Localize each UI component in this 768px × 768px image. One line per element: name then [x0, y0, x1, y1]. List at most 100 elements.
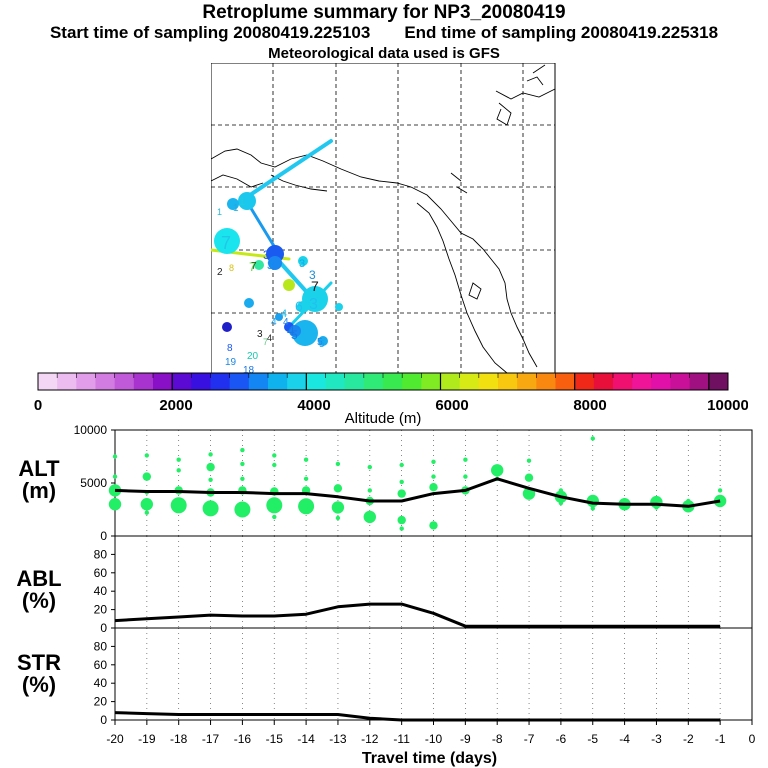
- str-line: [114, 711, 721, 722]
- colorbar-swatch: [536, 373, 556, 390]
- altitude-dot: [399, 526, 404, 531]
- colorbar-tick-label: 6000: [435, 397, 468, 414]
- altitude-dot: [303, 476, 309, 481]
- plume-blobs: [214, 192, 343, 346]
- colorbar-swatch: [306, 373, 326, 390]
- altitude-dot: [108, 498, 122, 511]
- colorbar-swatch: [287, 373, 307, 390]
- altitude-dot: [431, 459, 436, 464]
- y-tick-label: 0: [100, 713, 107, 727]
- map-label: 4: [267, 333, 272, 343]
- y-tick-label: 5000: [80, 476, 107, 490]
- colorbar-swatch: [708, 373, 729, 390]
- colorbar-swatch: [57, 373, 77, 390]
- colorbar-swatch: [248, 373, 269, 390]
- map-label: 6: [295, 298, 303, 314]
- x-tick-label: -6: [556, 732, 567, 746]
- altitude-dot: [240, 447, 245, 453]
- y-tick-label: 60: [94, 658, 108, 672]
- colorbar-swatch: [555, 373, 576, 390]
- map-label: 1: [217, 207, 222, 217]
- map-label: 4: [281, 308, 287, 320]
- x-axis-label: Travel time (days): [362, 750, 497, 767]
- map-label: 5: [291, 328, 298, 342]
- altitude-dot: [363, 510, 376, 524]
- altitude-dot: [234, 501, 251, 518]
- colorbar-swatches: [38, 373, 729, 390]
- map-label: 5: [319, 339, 325, 350]
- altitude-dot: [176, 457, 181, 462]
- x-tick-label: -13: [329, 732, 347, 746]
- altitude-dot: [590, 506, 595, 511]
- altitude-dot: [331, 501, 345, 514]
- colorbar-swatch: [172, 373, 192, 390]
- str-panel: 0 20 40 60 80: [94, 627, 753, 727]
- x-tick-label: -10: [425, 732, 443, 746]
- altitude-dot: [590, 436, 595, 441]
- colorbar-tick-label: 4000: [297, 397, 330, 414]
- abl-label-unit: (%): [21, 588, 57, 613]
- colorbar-swatch: [210, 373, 231, 390]
- colorbar-swatch: [191, 373, 211, 390]
- altitude-dot: [208, 477, 213, 482]
- x-tick-label: -14: [297, 732, 315, 746]
- colorbar-swatch: [268, 373, 288, 390]
- map-label: 1: [233, 203, 239, 214]
- y-tick-label: 80: [94, 547, 108, 561]
- x-tick-label: -8: [492, 732, 503, 746]
- sampling-times: Start time of sampling 20080419.225103 En…: [0, 23, 768, 43]
- colorbar-swatch: [459, 373, 480, 390]
- map-label: 20: [247, 351, 259, 362]
- map-label: 3: [257, 329, 263, 340]
- x-tick-label: -5: [587, 732, 598, 746]
- colorbar-ticks: 0 2000 4000 6000 8000 10000: [34, 397, 748, 414]
- altitude-dot: [272, 514, 277, 520]
- altitude-dot: [463, 457, 468, 462]
- map-label: 8: [227, 343, 233, 354]
- y-tick-label: 60: [94, 566, 108, 580]
- x-tick-label: -15: [266, 732, 284, 746]
- y-tick-label: 10000: [74, 423, 108, 437]
- colorbar-swatch: [153, 373, 173, 390]
- alt-line: [114, 477, 721, 508]
- altitude-dot: [112, 454, 118, 459]
- map-label: 2: [217, 267, 223, 278]
- y-tick-label: 0: [100, 621, 107, 635]
- alt-panel: 0 5000 10000: [74, 423, 753, 543]
- colorbar-axis-label: Altitude (m): [345, 410, 422, 427]
- abl-panel-label: ABL (%): [4, 568, 74, 612]
- altitude-dot: [208, 452, 213, 457]
- altitude-dot: [558, 500, 564, 506]
- colorbar-swatch: [517, 373, 537, 390]
- altitude-colorbar: 0 2000 4000 6000 8000 10000 Altitude (m): [34, 372, 748, 427]
- altitude-dot: [367, 464, 372, 470]
- map-grid: [211, 63, 555, 373]
- altitude-dot: [140, 498, 153, 511]
- colorbar-tick-label: 10000: [707, 397, 748, 414]
- map-frame: [211, 63, 556, 374]
- alt-label-unit: (m): [21, 478, 57, 503]
- alt-panel-label: ALT (m): [4, 458, 74, 502]
- altitude-dot: [272, 453, 277, 458]
- altitude-dot: [524, 473, 534, 482]
- colorbar-swatch: [95, 373, 116, 390]
- colorbar-swatch: [402, 373, 422, 390]
- altitude-dot: [144, 510, 149, 515]
- alt-label-main: ALT: [18, 456, 60, 481]
- altitude-dot: [686, 498, 691, 504]
- colorbar-swatch: [670, 373, 691, 390]
- colorbar-swatch: [651, 373, 671, 390]
- x-tick-label: -1: [715, 732, 726, 746]
- altitude-dot: [399, 479, 404, 485]
- page-title: Retroplume summary for NP3_20080419: [202, 2, 566, 23]
- map-label: 1: [239, 196, 245, 208]
- map-label: 8: [229, 263, 234, 273]
- colorbar-swatch: [114, 373, 135, 390]
- colorbar-swatch: [229, 373, 250, 390]
- y-tick-label: 0: [100, 529, 107, 543]
- altitude-dot: [367, 488, 372, 493]
- map-label: 6: [335, 303, 341, 314]
- altitude-dot: [622, 505, 627, 510]
